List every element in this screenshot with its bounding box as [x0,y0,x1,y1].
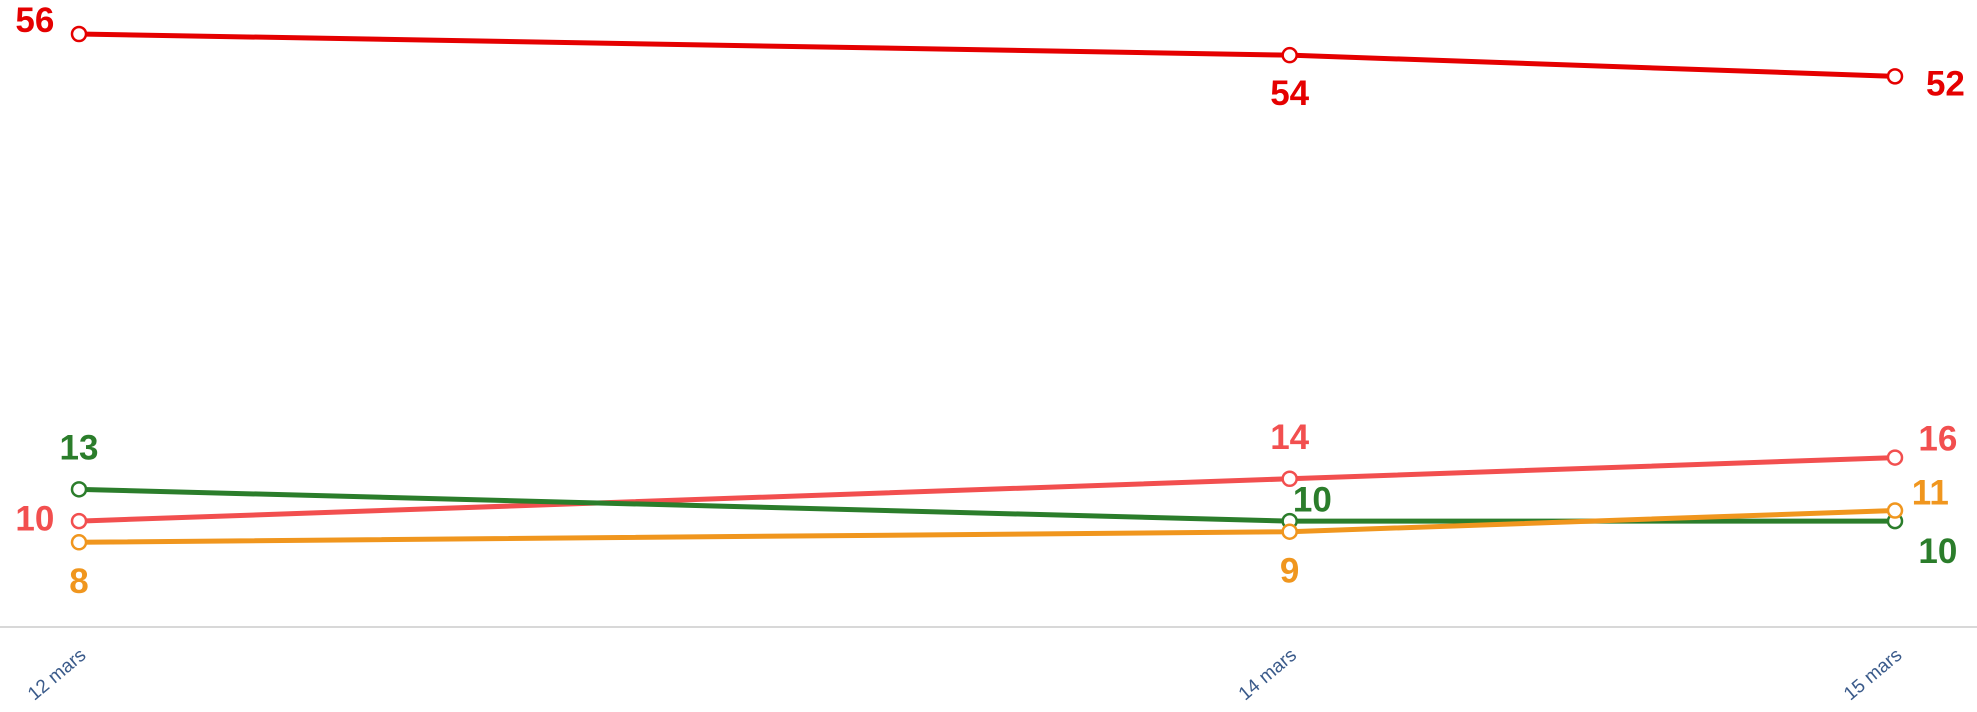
data-label: 10 [1293,480,1332,519]
data-label: 10 [15,499,54,538]
point [1886,68,1904,85]
data-label: 13 [60,428,99,467]
point [1281,523,1298,540]
point [70,512,88,530]
point [1281,46,1298,64]
point [70,534,88,551]
point [1886,502,1904,519]
x-tick-label: 15 mars [1840,645,1906,705]
point [70,481,88,498]
data-label: 11 [1912,474,1949,513]
point [70,25,88,43]
data-label: 56 [15,1,54,40]
x-tick-label: 12 mars [24,645,90,705]
x-tick-label: 14 mars [1235,645,1301,705]
data-label: 54 [1270,74,1309,113]
data-label: 52 [1926,65,1965,104]
point [1886,449,1904,466]
data-label: 14 [1270,418,1309,457]
data-label: 16 [1918,419,1957,458]
series-line [78,31,1896,79]
data-label: 8 [69,562,88,601]
series-line [78,486,1895,524]
data-label: 9 [1280,552,1299,591]
point [1281,470,1298,487]
data-label: 10 [1918,532,1957,571]
